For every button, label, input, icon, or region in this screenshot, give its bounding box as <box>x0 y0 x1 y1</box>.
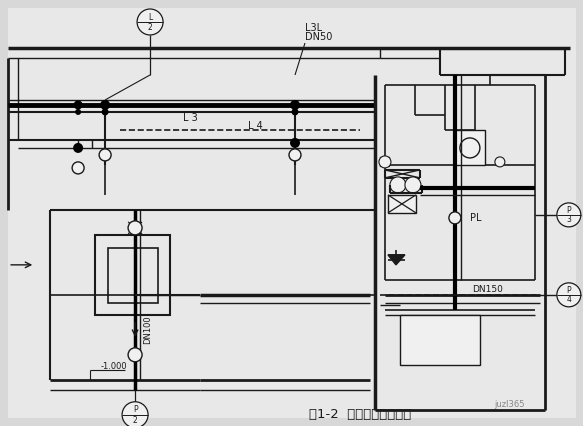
Circle shape <box>390 177 406 193</box>
Circle shape <box>557 203 581 227</box>
Bar <box>388 195 416 213</box>
Text: P: P <box>133 405 138 414</box>
Circle shape <box>449 212 461 224</box>
Circle shape <box>73 101 83 109</box>
Circle shape <box>289 149 301 161</box>
Circle shape <box>292 109 298 115</box>
Circle shape <box>137 9 163 35</box>
Circle shape <box>557 283 581 307</box>
Circle shape <box>72 162 84 174</box>
Text: L 3: L 3 <box>182 113 198 123</box>
Text: 2: 2 <box>147 23 152 32</box>
Bar <box>95 235 170 315</box>
Text: juzl365: juzl365 <box>494 400 525 409</box>
Circle shape <box>73 143 83 153</box>
Circle shape <box>122 402 148 426</box>
Polygon shape <box>388 255 405 265</box>
Text: 3: 3 <box>567 216 571 225</box>
Circle shape <box>291 139 299 147</box>
Text: -1.000: -1.000 <box>100 362 127 371</box>
Circle shape <box>128 221 142 235</box>
Text: DN50: DN50 <box>305 32 332 42</box>
Text: DN100: DN100 <box>143 316 153 344</box>
Text: 图1-2  室内给排水平面图: 图1-2 室内给排水平面图 <box>309 408 411 421</box>
Circle shape <box>460 138 480 158</box>
Circle shape <box>495 157 505 167</box>
Text: 2: 2 <box>133 416 138 425</box>
Bar <box>108 248 158 303</box>
Circle shape <box>100 100 110 110</box>
Circle shape <box>290 138 300 148</box>
Circle shape <box>99 149 111 161</box>
Bar <box>400 315 480 365</box>
Text: PL: PL <box>470 213 482 223</box>
Circle shape <box>75 109 81 115</box>
Circle shape <box>379 156 391 168</box>
Circle shape <box>128 348 142 362</box>
Text: P: P <box>567 286 571 295</box>
Circle shape <box>405 177 421 193</box>
Text: 4: 4 <box>567 295 571 304</box>
Text: L3L: L3L <box>305 23 322 33</box>
Text: L 4: L 4 <box>248 121 262 131</box>
Bar <box>455 130 485 165</box>
Text: L: L <box>148 12 152 22</box>
Circle shape <box>290 100 300 110</box>
Circle shape <box>101 109 108 115</box>
Text: DN150: DN150 <box>472 285 503 294</box>
Text: P: P <box>567 206 571 215</box>
